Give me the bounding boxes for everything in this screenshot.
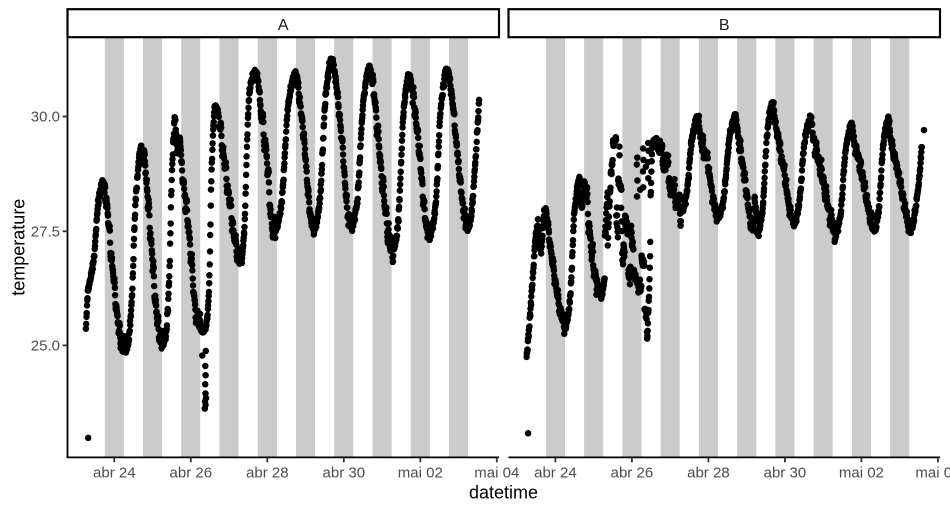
- svg-text:mai 02: mai 02: [839, 465, 884, 482]
- svg-text:abr 26: abr 26: [611, 465, 654, 482]
- svg-text:A: A: [278, 17, 289, 34]
- svg-text:abr 30: abr 30: [323, 465, 366, 482]
- svg-text:temperature: temperature: [9, 199, 29, 296]
- svg-text:27.5: 27.5: [31, 224, 60, 241]
- svg-text:abr 24: abr 24: [93, 465, 136, 482]
- svg-text:30.0: 30.0: [31, 109, 60, 126]
- svg-text:abr 30: abr 30: [764, 465, 807, 482]
- svg-text:datetime: datetime: [469, 483, 538, 503]
- svg-text:abr 28: abr 28: [687, 465, 730, 482]
- svg-text:mai 02: mai 02: [398, 465, 443, 482]
- svg-text:mai 04: mai 04: [474, 465, 519, 482]
- svg-text:abr 26: abr 26: [170, 465, 213, 482]
- svg-text:mai 04: mai 04: [915, 465, 950, 482]
- svg-text:abr 28: abr 28: [246, 465, 289, 482]
- svg-text:B: B: [719, 17, 730, 34]
- svg-text:abr 24: abr 24: [534, 465, 577, 482]
- svg-text:25.0: 25.0: [31, 338, 60, 355]
